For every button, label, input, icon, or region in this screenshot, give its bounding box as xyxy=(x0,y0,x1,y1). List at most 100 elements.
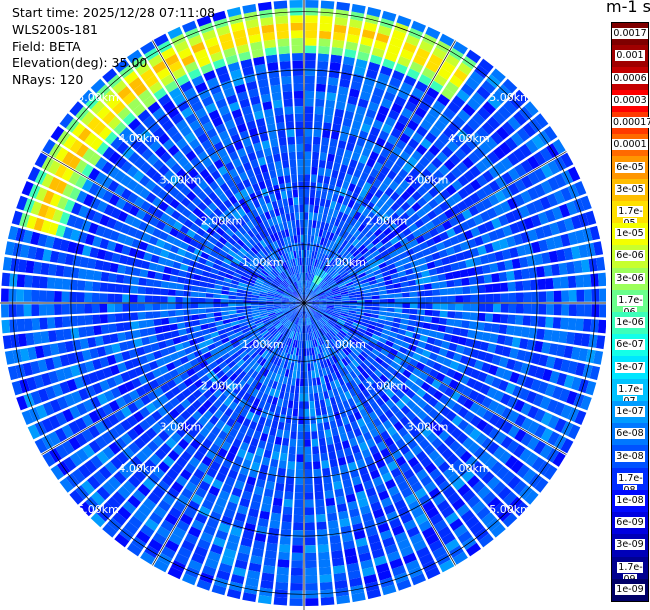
beta-gate xyxy=(252,413,261,423)
beta-gate xyxy=(404,493,417,505)
beta-gate xyxy=(101,89,116,104)
beta-gate xyxy=(285,244,291,253)
beta-gate xyxy=(512,385,523,398)
beta-gate xyxy=(312,377,317,386)
beta-gate xyxy=(266,235,273,244)
beta-gate xyxy=(310,307,317,312)
beta-gate xyxy=(332,291,341,295)
beta-gate xyxy=(395,207,405,217)
beta-gate xyxy=(149,81,163,94)
beta-gate xyxy=(492,89,507,104)
beta-gate xyxy=(426,261,436,270)
beta-gate xyxy=(304,300,312,303)
colorbar-tick-label: 0.001 xyxy=(612,50,648,62)
beta-gate xyxy=(274,322,282,329)
beta-gate xyxy=(154,326,164,334)
beta-gate xyxy=(308,325,312,333)
beta-gate xyxy=(312,274,317,283)
beta-gate xyxy=(266,344,273,352)
beta-gate xyxy=(390,326,399,333)
beta-gate xyxy=(329,535,341,544)
beta-gate xyxy=(543,126,558,141)
beta-gate xyxy=(498,379,509,392)
beta-gate xyxy=(281,521,292,530)
beta-gate xyxy=(199,168,210,179)
beta-gate xyxy=(328,280,336,287)
beta-gate xyxy=(259,272,268,279)
beta-gate xyxy=(309,316,314,325)
range-ring-label: 4.00km xyxy=(118,132,160,145)
beta-gate xyxy=(296,227,301,236)
beta-gate xyxy=(416,284,425,291)
beta-gate xyxy=(287,197,294,206)
beta-gate xyxy=(172,336,182,345)
beta-gate xyxy=(389,517,402,529)
beta-gate xyxy=(455,344,465,354)
beta-gate xyxy=(229,445,239,455)
beta-gate xyxy=(395,139,407,151)
colorbar-tick-text: 0.00017 xyxy=(612,117,650,129)
beta-gate xyxy=(327,84,338,94)
beta-gate xyxy=(394,308,403,313)
beta-gate xyxy=(342,325,350,332)
beta-gate xyxy=(191,285,200,292)
beta-gate xyxy=(425,60,440,73)
beta-gate xyxy=(302,303,304,311)
beta-gate xyxy=(417,303,426,309)
beta-gate xyxy=(323,222,330,231)
beta-gate xyxy=(298,303,304,309)
beta-gate xyxy=(347,286,356,291)
beta-gate xyxy=(304,287,306,296)
beta-gate xyxy=(197,201,208,212)
beta-gate xyxy=(448,342,458,352)
beta-gate xyxy=(332,557,345,567)
beta-gate xyxy=(242,223,251,233)
beta-gate xyxy=(386,365,396,375)
beta-gate xyxy=(268,261,276,270)
beta-gate xyxy=(48,370,59,384)
beta-gate xyxy=(273,331,280,339)
beta-gate xyxy=(366,395,375,405)
beta-gate xyxy=(523,217,535,230)
beta-gate xyxy=(306,288,310,296)
beta-gate xyxy=(351,476,362,486)
beta-gate xyxy=(525,390,537,404)
beta-gate xyxy=(287,338,293,347)
beta-gate xyxy=(311,298,319,301)
beta-gate xyxy=(240,537,253,548)
beta-gate xyxy=(251,388,259,398)
beta-gate xyxy=(242,244,251,253)
beta-gate xyxy=(287,259,293,268)
beta-gate xyxy=(408,314,417,321)
beta-gate xyxy=(415,80,428,93)
beta-gate xyxy=(497,105,512,120)
beta-gate xyxy=(187,94,200,106)
beta-gate xyxy=(402,162,414,173)
beta-gate xyxy=(323,273,330,281)
beta-gate xyxy=(363,519,376,530)
beta-gate xyxy=(542,368,553,382)
beta-gate xyxy=(556,372,568,387)
beta-gate xyxy=(79,338,89,350)
beta-gate xyxy=(211,10,227,22)
beta-gate xyxy=(305,75,315,84)
beta-gate xyxy=(259,358,267,367)
beta-gate xyxy=(385,316,394,322)
beta-gate xyxy=(352,348,361,357)
beta-gate xyxy=(127,97,141,111)
beta-gate xyxy=(374,241,384,250)
beta-gate xyxy=(85,326,95,337)
beta-gate xyxy=(391,102,403,114)
beta-gate xyxy=(428,198,439,209)
beta-gate xyxy=(204,421,215,432)
beta-gate xyxy=(228,215,237,224)
beta-gate xyxy=(332,312,340,317)
beta-gate xyxy=(127,402,139,414)
beta-gate xyxy=(467,151,480,164)
beta-gate xyxy=(42,249,52,262)
beta-gate xyxy=(205,102,217,114)
beta-gate xyxy=(309,308,315,315)
beta-gate xyxy=(265,481,275,490)
beta-gate xyxy=(208,212,218,222)
beta-gate xyxy=(223,47,237,58)
